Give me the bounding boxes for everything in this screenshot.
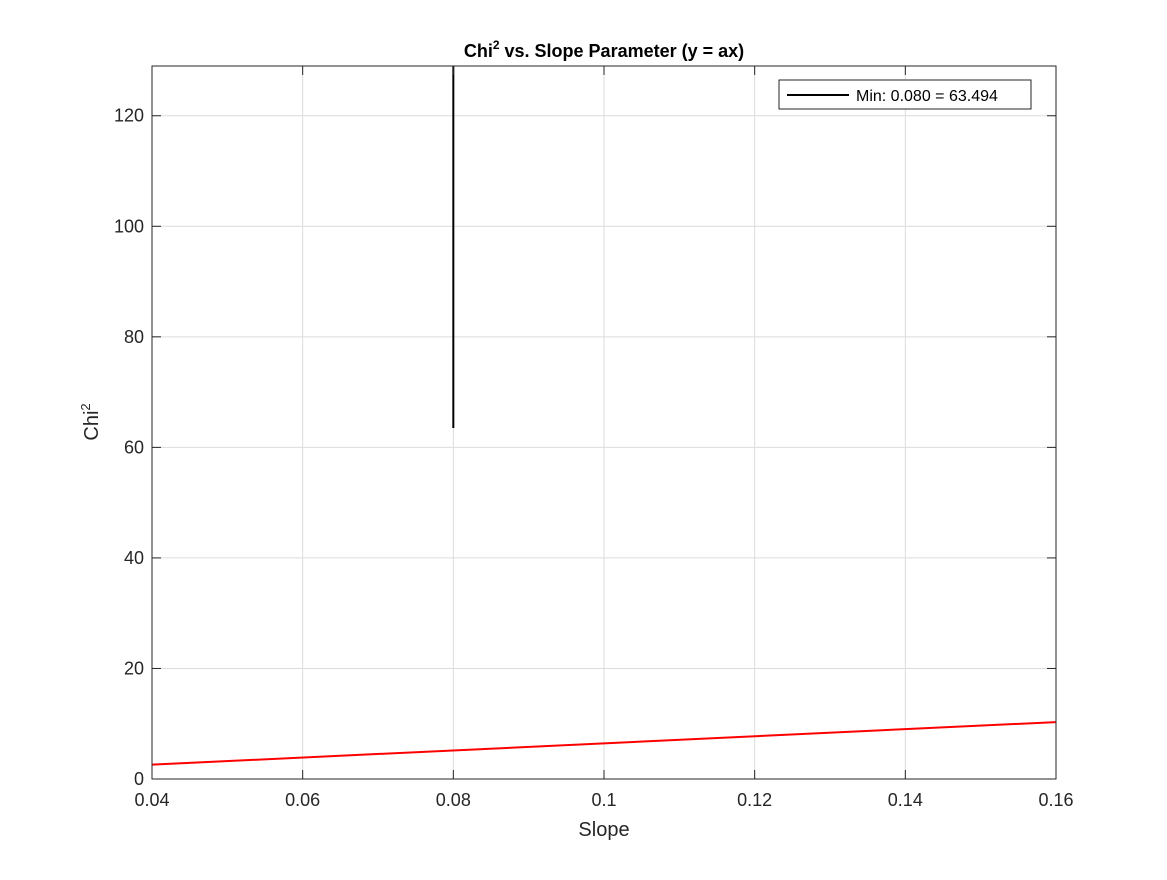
y-tick-label: 120 [114,106,144,126]
series-lines [151,66,1057,766]
legend-label-min: Min: 0.080 = 63.494 [856,88,998,105]
y-tick-label: 60 [124,437,144,457]
legend[interactable]: Min: 0.080 = 63.494 [778,79,1032,110]
title-main: Chi [464,41,493,61]
red-series-line [151,721,1057,766]
y-tick-label: 20 [124,658,144,678]
y-axis-label: Chi2 [78,403,103,440]
x-tick-label: 0.08 [436,790,471,810]
y-label-main: Chi [81,411,103,441]
x-tick-label: 0.14 [888,790,923,810]
y-label-superscript: 2 [78,403,93,410]
x-tick-label: 0.06 [285,790,320,810]
x-tick-label: 0.04 [134,790,169,810]
x-tick-label: 0.12 [737,790,772,810]
y-tick-label: 80 [124,327,144,347]
y-tick-label: 100 [114,216,144,236]
axis-ticks: 0.04 0.06 0.08 0.1 0.12 0.14 0.16 0 20 40 60 80 100 1… [114,66,1074,810]
title-rest: vs. Slope Parameter (y = ax) [500,41,745,61]
chart-title: Chi2 vs. Slope Parameter (y = ax) [464,38,744,61]
title-superscript: 2 [493,38,500,52]
x-tick-label: 0.16 [1038,790,1073,810]
x-tick-label: 0.1 [591,790,616,810]
grid-lines [152,66,1056,779]
y-tick-label: 40 [124,548,144,568]
y-tick-label: 0 [134,769,144,789]
x-axis-label: Slope [578,819,629,841]
